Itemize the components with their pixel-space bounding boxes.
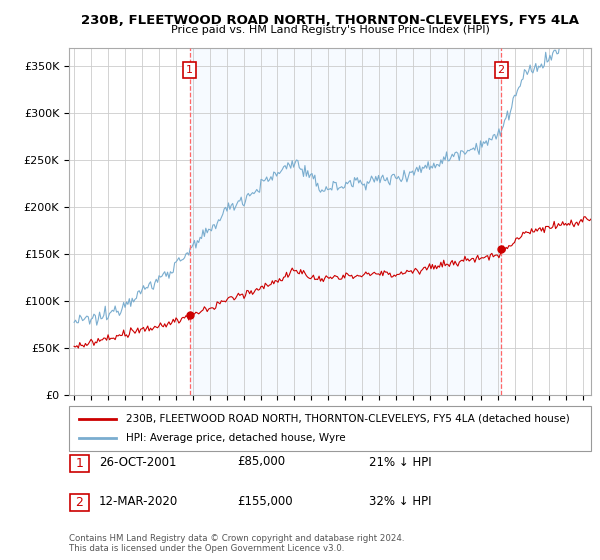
FancyBboxPatch shape <box>70 494 89 511</box>
FancyBboxPatch shape <box>70 455 89 472</box>
FancyBboxPatch shape <box>69 406 591 451</box>
Text: £85,000: £85,000 <box>237 455 285 469</box>
Text: 26-OCT-2001: 26-OCT-2001 <box>99 455 176 469</box>
Text: Contains HM Land Registry data © Crown copyright and database right 2024.
This d: Contains HM Land Registry data © Crown c… <box>69 534 404 553</box>
Text: 1: 1 <box>76 457 83 470</box>
Text: HPI: Average price, detached house, Wyre: HPI: Average price, detached house, Wyre <box>127 433 346 444</box>
Text: Price paid vs. HM Land Registry's House Price Index (HPI): Price paid vs. HM Land Registry's House … <box>170 25 490 35</box>
Text: 32% ↓ HPI: 32% ↓ HPI <box>369 494 431 508</box>
Text: 2: 2 <box>76 496 83 510</box>
Text: 1: 1 <box>186 65 193 75</box>
Text: 2: 2 <box>497 65 505 75</box>
Text: 12-MAR-2020: 12-MAR-2020 <box>99 494 178 508</box>
Text: £155,000: £155,000 <box>237 494 293 508</box>
Text: 21% ↓ HPI: 21% ↓ HPI <box>369 455 431 469</box>
Text: 230B, FLEETWOOD ROAD NORTH, THORNTON-CLEVELEYS, FY5 4LA: 230B, FLEETWOOD ROAD NORTH, THORNTON-CLE… <box>81 14 579 27</box>
Bar <box>190 48 501 395</box>
Text: 230B, FLEETWOOD ROAD NORTH, THORNTON-CLEVELEYS, FY5 4LA (detached house): 230B, FLEETWOOD ROAD NORTH, THORNTON-CLE… <box>127 413 570 423</box>
